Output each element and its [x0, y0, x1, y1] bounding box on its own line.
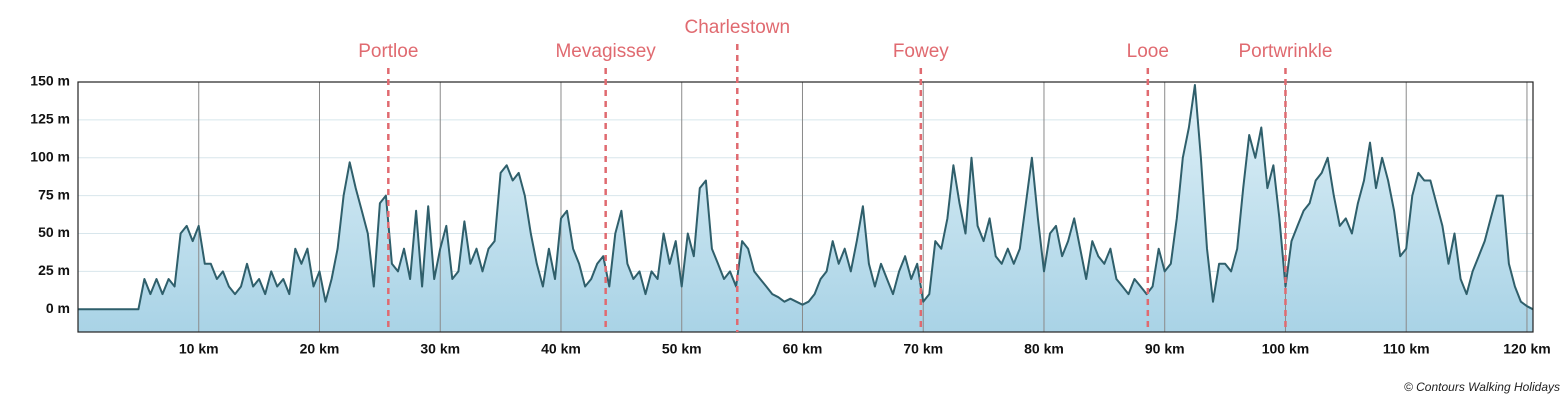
x-tick-label: 40 km [541, 341, 581, 357]
elevation-area [78, 85, 1533, 332]
town-label: Fowey [893, 41, 949, 62]
x-tick-label: 80 km [1024, 341, 1064, 357]
y-tick-label: 25 m [38, 262, 70, 278]
town-label: Portwrinkle [1238, 41, 1332, 62]
x-tick-label: 110 km [1383, 341, 1430, 357]
x-tick-label: 20 km [300, 341, 340, 357]
x-tick-label: 100 km [1262, 341, 1309, 357]
plot-frame [77, 81, 1534, 333]
y-tick-label: 50 m [38, 224, 70, 240]
credit: © Contours Walking Holidays [1404, 380, 1560, 394]
x-tick-label: 90 km [1145, 341, 1185, 357]
y-tick-label: 100 m [30, 148, 70, 164]
y-tick-label: 150 m [30, 73, 70, 89]
y-tick-label: 125 m [30, 111, 70, 127]
x-tick-label: 120 km [1503, 341, 1550, 357]
elevation-line [78, 84, 1534, 311]
x-tick-label: 10 km [179, 341, 219, 357]
town-label: Looe [1127, 41, 1169, 62]
x-tick-label: 30 km [420, 341, 460, 357]
x-tick-label: 50 km [662, 341, 702, 357]
x-tick-label: 70 km [903, 341, 943, 357]
y-tick-label: 0 m [46, 300, 70, 316]
town-label: Charlestown [684, 17, 790, 38]
town-label: Mevagissey [555, 41, 656, 62]
town-label: Portloe [358, 41, 418, 62]
y-tick-label: 75 m [38, 186, 70, 202]
x-tick-label: 60 km [783, 341, 823, 357]
